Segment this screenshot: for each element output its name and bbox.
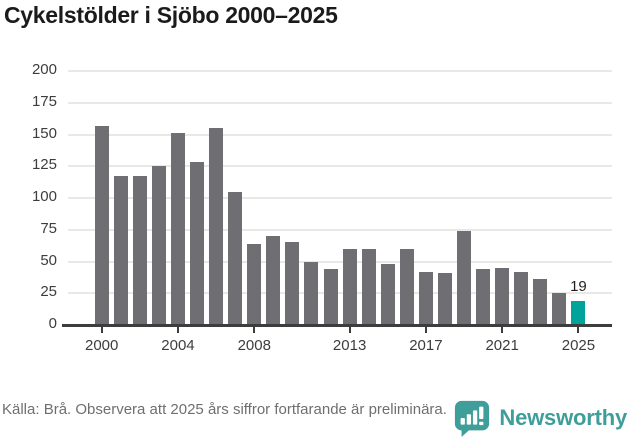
gridline <box>68 133 612 136</box>
bar-2001 <box>113 176 128 325</box>
y-axis-label: 175 <box>31 92 57 110</box>
y-axis-label: 100 <box>31 188 57 205</box>
x-axis-tick <box>253 327 256 333</box>
bar-2012 <box>323 269 338 325</box>
newsworthy-logo: Newsworthy <box>453 399 627 437</box>
bar-2011 <box>304 261 319 325</box>
y-axis-label: 50 <box>40 251 57 269</box>
x-axis-label: 2008 <box>237 337 271 354</box>
y-axis-label: 200 <box>31 61 57 78</box>
bar-2016 <box>399 248 414 325</box>
x-axis-tick <box>577 327 580 333</box>
bar-2002 <box>132 176 147 325</box>
bar-2009 <box>266 236 281 325</box>
bar-2008 <box>247 243 262 325</box>
y-axis-label: 75 <box>40 219 57 237</box>
x-axis-tick <box>176 327 179 333</box>
x-axis-tick <box>501 327 504 333</box>
gridline <box>68 292 612 295</box>
gridline <box>68 197 612 199</box>
gridline <box>68 101 612 104</box>
bar-2019 <box>457 231 472 325</box>
gridline <box>68 228 612 231</box>
gridline <box>68 70 612 72</box>
x-axis-label: 2021 <box>485 337 519 354</box>
x-axis-label: 2025 <box>561 337 596 354</box>
gridline <box>68 260 612 263</box>
y-axis-label: 150 <box>31 124 57 142</box>
y-axis-label: 125 <box>31 156 57 174</box>
y-axis-label: 25 <box>40 283 57 301</box>
bar-2007 <box>228 191 243 325</box>
page-title: Cykelstölder i Sjöbo 2000–2025 <box>4 2 338 28</box>
bar-2021 <box>495 267 510 325</box>
bar-2015 <box>380 264 395 325</box>
bar-2020 <box>476 269 491 325</box>
x-axis-tick <box>100 327 103 333</box>
x-axis-label: 2013 <box>332 337 367 354</box>
bar-2025 <box>571 300 586 325</box>
bar-2023 <box>533 279 548 325</box>
x-axis-label: 2000 <box>85 337 119 354</box>
bar-2018 <box>437 272 452 325</box>
x-axis-tick <box>348 327 351 333</box>
source-note: Källa: Brå. Observera att 2025 års siffr… <box>2 401 447 418</box>
bar-2000 <box>94 125 109 325</box>
x-axis-tick <box>424 327 427 333</box>
bar-2014 <box>361 248 376 325</box>
x-axis-line <box>62 324 612 327</box>
x-axis-label: 2004 <box>161 337 195 354</box>
bar-2003 <box>151 166 166 325</box>
bar-2010 <box>285 242 300 325</box>
bar-2004 <box>170 133 185 325</box>
bar-2017 <box>418 271 433 325</box>
bar-2024 <box>552 293 567 325</box>
value-label: 19 <box>570 277 587 295</box>
newsworthy-wordmark: Newsworthy <box>499 405 627 430</box>
y-axis-label: 0 <box>48 315 57 332</box>
bar-2013 <box>342 248 357 325</box>
bar-2022 <box>514 271 529 325</box>
x-axis-label: 2017 <box>409 337 443 354</box>
bar-2005 <box>190 162 205 325</box>
newsworthy-icon <box>455 400 490 437</box>
bar-2006 <box>209 128 224 325</box>
gridline <box>68 165 612 168</box>
